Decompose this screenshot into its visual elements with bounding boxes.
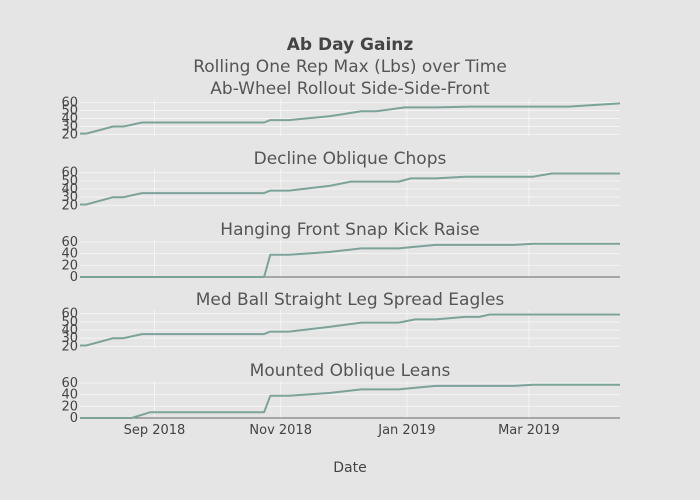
panel-1-ytick-label: 20: [61, 127, 78, 142]
panel-1-ytick-label: 60: [61, 96, 78, 111]
panel-1-series-line: [80, 102, 621, 135]
panel-2-series-line: [80, 172, 620, 206]
panel-4-ytick-label: 40: [61, 323, 78, 338]
panel-2-ytick-label: 30: [61, 190, 78, 205]
chart-subtitle: Rolling One Rep Max (Lbs) over Time: [193, 57, 507, 77]
panel-2-ytick-label: 20: [61, 198, 78, 213]
panel-4-ytick-label: 30: [61, 331, 78, 346]
x-tick-label: Jan 2019: [377, 423, 435, 438]
x-axis-label: Date: [333, 460, 366, 476]
panel-1-ytick-label: 40: [61, 112, 78, 127]
panel-1-title: Ab-Wheel Rollout Side-Side-Front: [210, 79, 490, 99]
panel-5-ytick-label: 60: [61, 376, 78, 391]
panel-3-ytick-label: 0: [70, 270, 78, 285]
panel-4-series-line: [80, 313, 620, 347]
panel-3-title: Hanging Front Snap Kick Raise: [220, 220, 479, 240]
x-tick-label: Nov 2018: [249, 423, 312, 438]
panel-4-title: Med Ball Straight Leg Spread Eagles: [196, 290, 505, 310]
panel-4-ytick-label: 50: [61, 315, 78, 330]
panel-5-ytick-label: 40: [61, 388, 78, 403]
panel-4-ytick-label: 60: [61, 307, 78, 322]
x-tick-label: Sep 2018: [124, 423, 186, 438]
panel-2-title: Decline Oblique Chops: [254, 149, 447, 169]
panel-3-ytick-label: 20: [61, 258, 78, 273]
panel-5-series-line: [80, 383, 620, 419]
chart-title: Ab Day Gainz: [287, 35, 414, 55]
panel-5-ytick-label: 0: [70, 411, 78, 426]
panel-2-ytick-label: 40: [61, 182, 78, 197]
panel-3-ytick-label: 60: [61, 235, 78, 250]
panel-3-series-line: [80, 242, 620, 278]
panel-3-ytick-label: 40: [61, 247, 78, 262]
panel-5-title: Mounted Oblique Leans: [250, 361, 451, 381]
panel-1-ytick-label: 50: [61, 104, 78, 119]
x-axis-ticks: Sep 2018 Nov 2018 Jan 2019 Mar 2019: [124, 423, 560, 438]
panel-1-ytick-label: 30: [61, 119, 78, 134]
x-tick-label: Mar 2019: [498, 423, 560, 438]
panel-2-ytick-label: 50: [61, 174, 78, 189]
panel-2-ytick-label: 60: [61, 166, 78, 181]
panel-4-ytick-label: 20: [61, 339, 78, 354]
panel-5-ytick-label: 20: [61, 399, 78, 414]
